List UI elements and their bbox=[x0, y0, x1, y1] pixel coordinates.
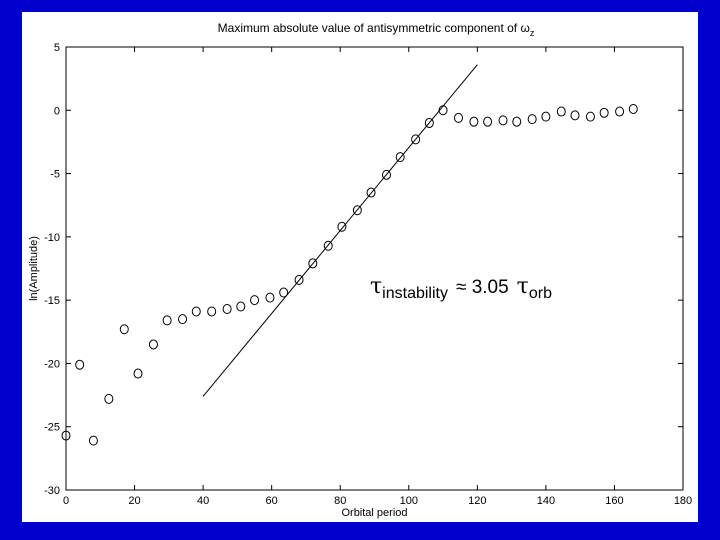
y-tick-label: -10 bbox=[44, 232, 60, 244]
data-point bbox=[162, 315, 172, 326]
data-point bbox=[148, 339, 158, 350]
y-tick-label: 5 bbox=[54, 42, 60, 54]
data-point bbox=[337, 221, 347, 232]
data-point bbox=[512, 116, 522, 127]
data-point bbox=[308, 258, 318, 269]
x-tick-label: 60 bbox=[266, 495, 278, 507]
data-point bbox=[323, 240, 333, 251]
data-point bbox=[191, 306, 201, 317]
data-point bbox=[527, 114, 537, 125]
data-point bbox=[438, 105, 448, 116]
x-tick-label: 20 bbox=[128, 495, 140, 507]
y-tick-label: -25 bbox=[44, 422, 60, 434]
chart: Maximum absolute value of antisymmetric … bbox=[28, 21, 692, 519]
data-point bbox=[265, 292, 275, 303]
data-points bbox=[61, 104, 638, 446]
data-point bbox=[411, 134, 421, 145]
y-axis-ticks: -30 -25 -20 -15 -10 -5 0 5 bbox=[44, 42, 683, 497]
data-point bbox=[222, 304, 232, 315]
chart-title: Maximum absolute value of antisymmetric … bbox=[218, 21, 535, 38]
data-point bbox=[395, 152, 405, 163]
data-point bbox=[628, 104, 638, 115]
data-point bbox=[585, 111, 595, 122]
x-tick-label: 40 bbox=[197, 495, 209, 507]
data-point bbox=[541, 111, 551, 122]
y-tick-label: -20 bbox=[44, 358, 60, 370]
data-point bbox=[352, 205, 362, 216]
data-point bbox=[133, 368, 143, 379]
data-point bbox=[88, 435, 98, 446]
data-point bbox=[469, 116, 479, 127]
data-point bbox=[483, 116, 493, 127]
data-point bbox=[453, 112, 463, 123]
x-tick-label: 100 bbox=[400, 495, 418, 507]
data-point bbox=[381, 169, 391, 180]
x-tick-label: 120 bbox=[468, 495, 486, 507]
data-point bbox=[498, 115, 508, 126]
y-tick-label: -5 bbox=[50, 169, 60, 181]
data-point bbox=[366, 187, 376, 198]
x-tick-label: 180 bbox=[674, 495, 692, 507]
data-point bbox=[279, 287, 289, 298]
data-point bbox=[599, 107, 609, 118]
data-point bbox=[75, 359, 85, 370]
y-tick-label: -30 bbox=[44, 485, 60, 497]
data-point bbox=[570, 110, 580, 121]
data-point bbox=[61, 430, 71, 441]
x-axis-ticks: 0 20 40 60 80 100 120 140 160 180 bbox=[63, 47, 692, 507]
data-point bbox=[424, 117, 434, 128]
x-tick-label: 80 bbox=[334, 495, 346, 507]
y-tick-label: 0 bbox=[54, 105, 60, 117]
data-point bbox=[615, 106, 625, 117]
y-tick-label: -15 bbox=[44, 295, 60, 307]
data-point bbox=[119, 324, 129, 335]
data-point bbox=[250, 295, 260, 306]
data-point bbox=[556, 106, 566, 117]
timescale-annotation: τinstability ≈ 3.05 τorb bbox=[370, 274, 552, 302]
x-axis-label: Orbital period bbox=[341, 507, 407, 519]
data-point bbox=[207, 306, 217, 317]
x-tick-label: 0 bbox=[63, 495, 69, 507]
x-tick-label: 160 bbox=[605, 495, 623, 507]
data-point bbox=[104, 393, 114, 404]
data-point bbox=[236, 301, 246, 312]
axes-box bbox=[65, 46, 684, 491]
data-point bbox=[178, 314, 188, 325]
slide-frame: Maximum absolute value of antisymmetric … bbox=[22, 12, 698, 522]
y-axis-label: ln(Amplitude) bbox=[28, 236, 40, 301]
x-tick-label: 140 bbox=[537, 495, 555, 507]
data-point bbox=[294, 274, 304, 285]
